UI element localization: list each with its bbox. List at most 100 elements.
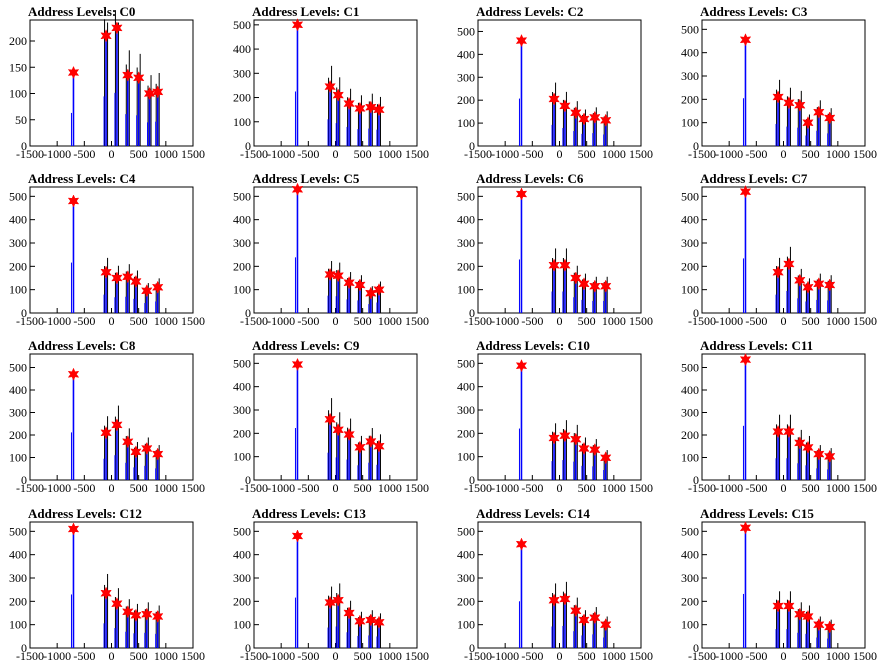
peak-marker (589, 279, 601, 293)
peak-marker (794, 273, 806, 287)
peak-marker (67, 367, 80, 381)
x-tick-label: -1500 (16, 649, 44, 663)
peak-marker (783, 599, 795, 613)
chart-title: Address Levels: C4 (28, 171, 136, 186)
x-tick-label: 1500 (853, 481, 877, 495)
peak-marker (324, 267, 336, 282)
peak-marker (365, 613, 377, 627)
peak-marker (291, 357, 304, 372)
plot-frame (253, 19, 418, 147)
peak-marker (130, 445, 142, 459)
peak-marker (772, 424, 784, 439)
peak-marker (515, 187, 528, 201)
x-tick-label: 500 (802, 314, 820, 328)
x-tick-label: 1500 (181, 649, 205, 663)
peak-marker (332, 269, 344, 283)
y-tick-label: 400 (681, 213, 699, 227)
x-tick-label: -1500 (688, 649, 716, 663)
y-tick-label: 200 (233, 91, 251, 105)
x-tick-label: 1500 (853, 314, 877, 328)
y-tick-label: 0 (245, 139, 251, 153)
y-tick-label: 300 (457, 571, 475, 585)
x-tick-label: -1500 (688, 147, 716, 161)
x-tick-label: -1500 (464, 481, 492, 495)
x-tick-label: -500 (297, 147, 319, 161)
peak-marker (589, 611, 601, 625)
x-tick-label: 1500 (629, 147, 653, 161)
chart-title: Address Levels: C8 (28, 338, 136, 353)
peak-marker (132, 71, 145, 85)
x-tick-label: -1000 (43, 649, 71, 663)
x-tick-label: -1500 (464, 314, 492, 328)
chart-panel-9: Address Levels: C90100200300400500-1500-… (233, 338, 429, 495)
x-tick-label: 0 (333, 481, 339, 495)
peak-marker (783, 424, 795, 439)
x-tick-label: 500 (578, 147, 596, 161)
x-tick-label: -500 (745, 481, 767, 495)
peak-marker (548, 258, 560, 272)
y-tick-label: 0 (469, 473, 475, 487)
y-tick-label: 300 (233, 66, 251, 80)
x-tick-label: 1500 (629, 314, 653, 328)
peak-marker (515, 359, 528, 373)
peak-marker (324, 412, 336, 426)
y-tick-label: 500 (9, 524, 27, 538)
plot-frame (701, 521, 866, 649)
chart-panel-14: Address Levels: C14 0 100 200 300 400 500 -1500… (457, 506, 653, 663)
y-tick-label: 400 (233, 42, 251, 56)
peak-marker (141, 441, 153, 456)
x-tick-label: -1000 (491, 481, 519, 495)
y-tick-label: 100 (233, 618, 251, 632)
peak-marker (813, 447, 825, 461)
x-tick-label: 1000 (154, 314, 178, 328)
peak-marker (823, 111, 836, 125)
plot-frame (29, 353, 194, 481)
x-tick-label: -1500 (240, 314, 268, 328)
x-tick-label: -500 (745, 147, 767, 161)
y-tick-label: 200 (233, 594, 251, 608)
y-tick-label: 400 (457, 213, 475, 227)
peak-marker (373, 615, 385, 629)
x-tick-label: 1000 (826, 481, 850, 495)
y-tick-label: 400 (233, 213, 251, 227)
peak-marker (570, 432, 582, 446)
x-tick-label: 500 (578, 314, 596, 328)
y-tick-label: 100 (681, 451, 699, 465)
y-tick-label: 300 (681, 69, 699, 83)
chart-title: Address Levels: C1 (252, 4, 359, 19)
y-tick-label: 0 (21, 306, 27, 320)
y-tick-label: 500 (457, 524, 475, 538)
x-tick-label: -1500 (464, 649, 492, 663)
y-tick-label: 0 (469, 306, 475, 320)
x-tick-label: 1000 (826, 147, 850, 161)
peak-marker (783, 257, 795, 271)
y-tick-label: 500 (457, 356, 475, 370)
peak-marker (599, 279, 612, 293)
y-tick-label: 100 (681, 116, 699, 130)
peak-marker (332, 423, 344, 437)
x-tick-label: 500 (354, 314, 372, 328)
x-tick-label: -500 (73, 649, 95, 663)
peak-marker (739, 352, 752, 367)
chart-title: Address Levels: C0 (28, 4, 135, 19)
x-tick-label: -500 (521, 649, 543, 663)
peak-marker (570, 604, 582, 618)
y-tick-label: 300 (233, 403, 251, 417)
peak-marker (111, 418, 123, 432)
y-tick-label: 200 (9, 594, 27, 608)
peak-marker (559, 429, 571, 443)
x-tick-label: 500 (130, 649, 148, 663)
peak-marker (141, 284, 153, 298)
peak-marker (373, 103, 385, 117)
x-tick-label: -1500 (688, 314, 716, 328)
y-tick-label: 200 (681, 92, 699, 106)
peak-marker (599, 113, 612, 127)
x-tick-label: -500 (73, 147, 95, 161)
peak-marker (365, 100, 377, 114)
y-tick-label: 300 (233, 236, 251, 250)
peak-marker (130, 274, 142, 289)
x-tick-label: 0 (333, 649, 339, 663)
peak-marker (343, 427, 355, 442)
x-tick-label: -1000 (491, 147, 519, 161)
